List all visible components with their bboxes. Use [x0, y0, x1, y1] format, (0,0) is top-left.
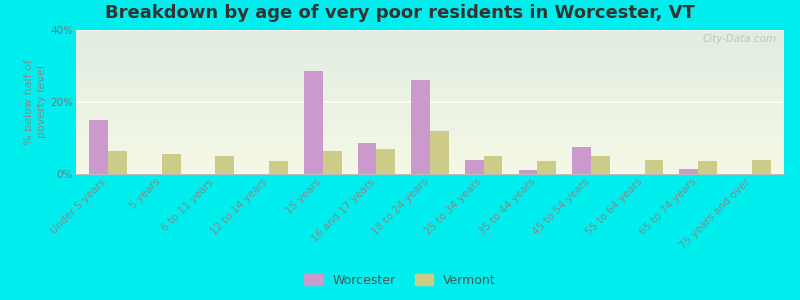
Bar: [484, 156, 502, 174]
Y-axis label: % below half of
poverty level: % below half of poverty level: [24, 59, 47, 145]
Bar: [572, 147, 591, 174]
Bar: [90, 120, 108, 174]
Bar: [269, 161, 288, 174]
Bar: [322, 151, 342, 174]
Text: Breakdown by age of very poor residents in Worcester, VT: Breakdown by age of very poor residents …: [105, 4, 695, 22]
Bar: [538, 161, 556, 174]
Bar: [304, 71, 322, 174]
Bar: [108, 151, 127, 174]
Legend: Worcester, Vermont: Worcester, Vermont: [300, 270, 500, 291]
Bar: [162, 154, 181, 174]
Text: City-Data.com: City-Data.com: [702, 34, 777, 44]
Bar: [376, 149, 395, 174]
Bar: [518, 170, 538, 174]
Bar: [645, 160, 663, 174]
Bar: [358, 143, 376, 174]
Bar: [591, 156, 610, 174]
Bar: [752, 160, 770, 174]
Bar: [430, 131, 449, 174]
Bar: [411, 80, 430, 174]
Bar: [215, 156, 234, 174]
Bar: [698, 161, 717, 174]
Bar: [465, 160, 484, 174]
Bar: [679, 169, 698, 174]
